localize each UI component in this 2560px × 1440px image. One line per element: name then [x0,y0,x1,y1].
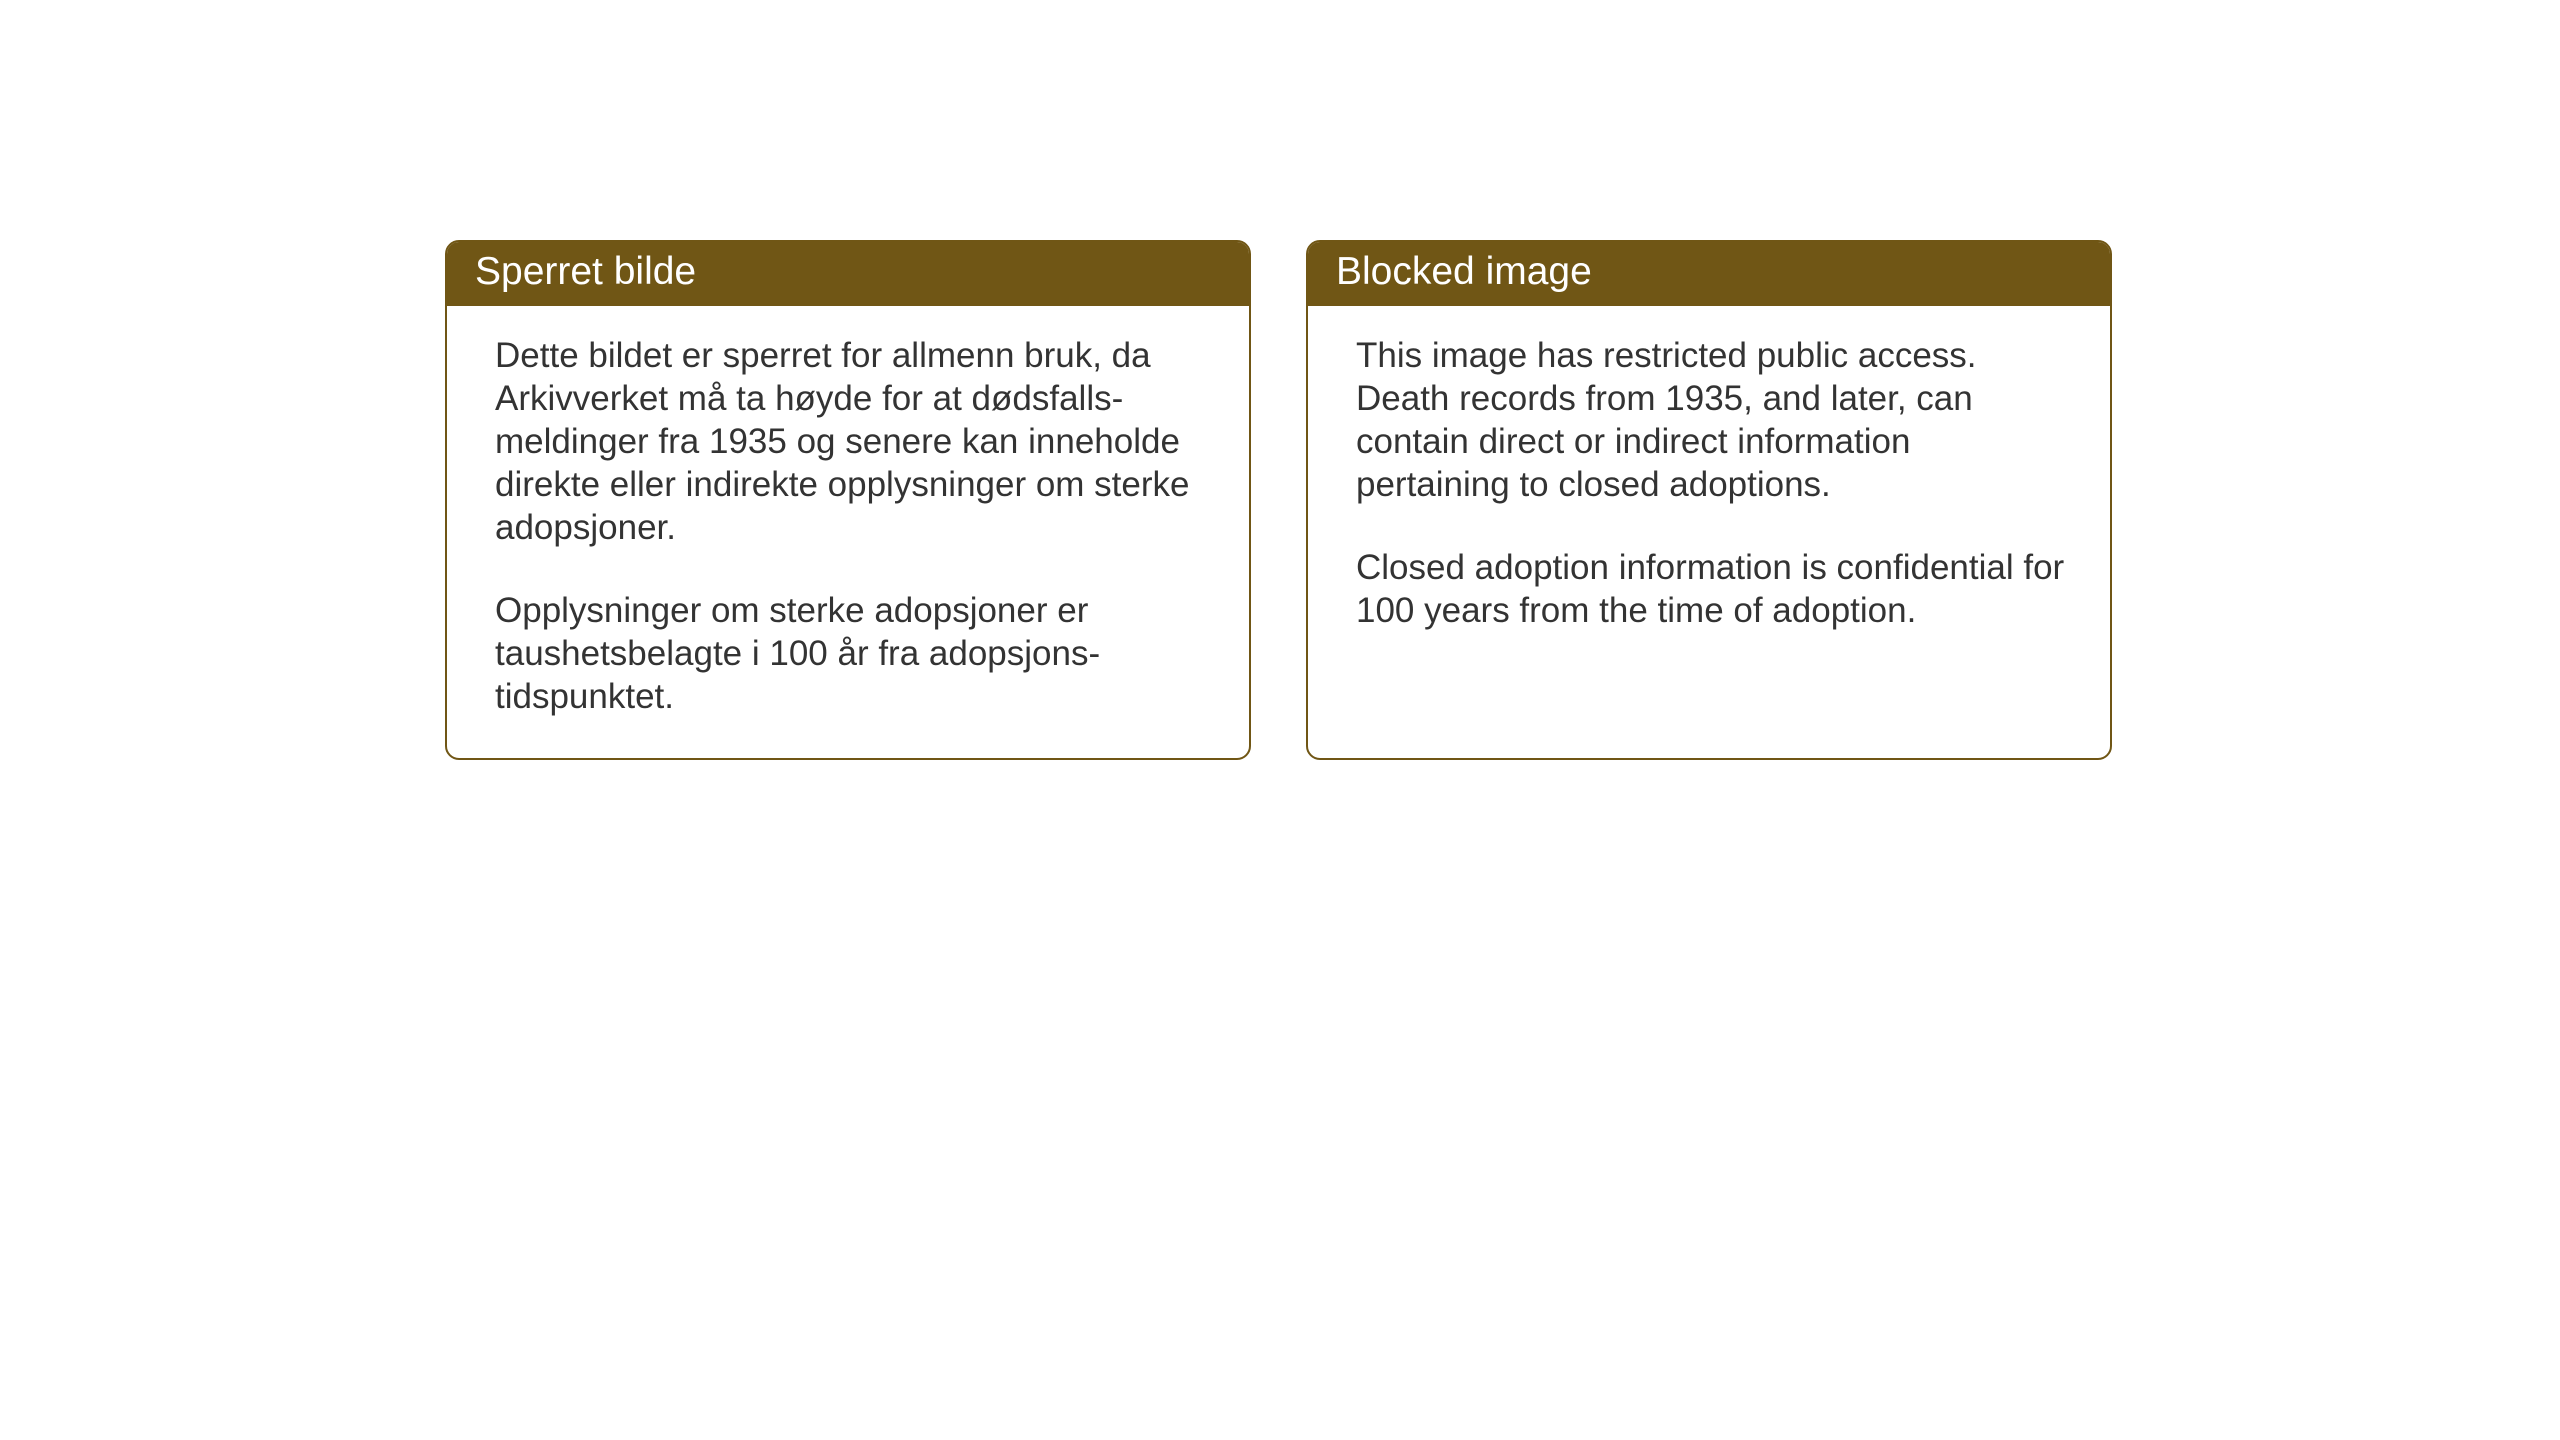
card-english-paragraph-1: This image has restricted public access.… [1356,334,2070,506]
cards-container: Sperret bilde Dette bildet er sperret fo… [445,240,2112,760]
card-norwegian-body: Dette bildet er sperret for allmenn bruk… [447,306,1249,758]
card-norwegian-paragraph-1: Dette bildet er sperret for allmenn bruk… [495,334,1209,549]
card-norwegian-paragraph-2: Opplysninger om sterke adopsjoner er tau… [495,589,1209,718]
card-norwegian-header: Sperret bilde [447,242,1249,306]
card-english-body: This image has restricted public access.… [1308,306,2110,672]
card-english-paragraph-2: Closed adoption information is confident… [1356,546,2070,632]
card-english: Blocked image This image has restricted … [1306,240,2112,760]
card-norwegian: Sperret bilde Dette bildet er sperret fo… [445,240,1251,760]
card-english-header: Blocked image [1308,242,2110,306]
